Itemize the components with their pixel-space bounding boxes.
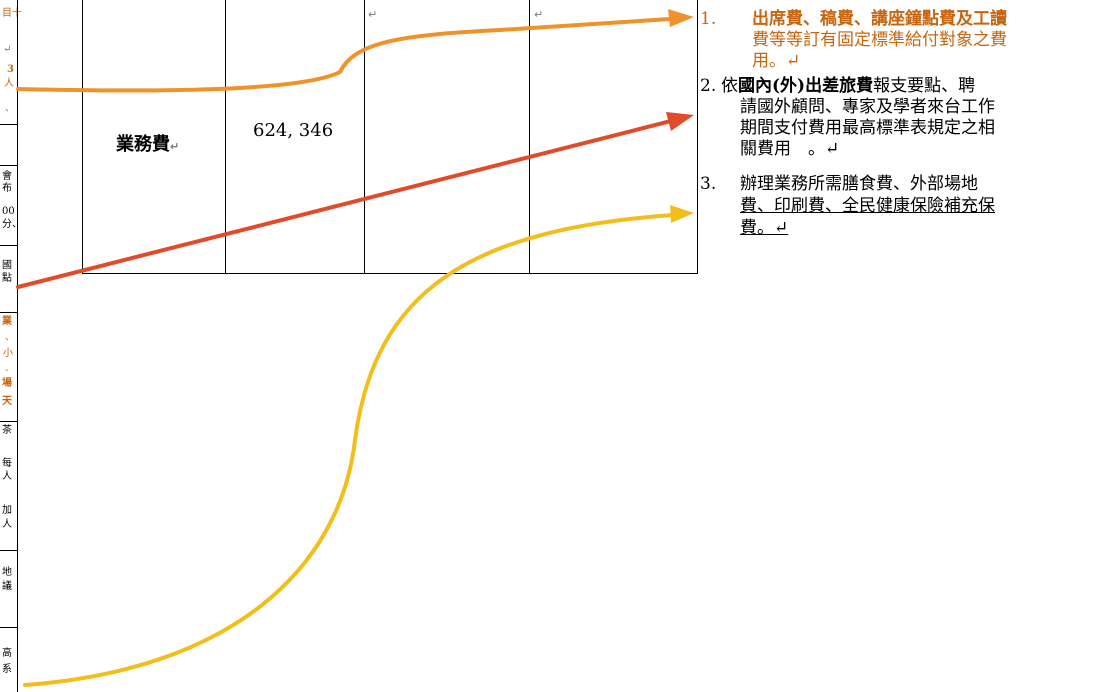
orange-arrow — [16, 9, 694, 93]
edge-text: 議 — [2, 581, 12, 592]
note-number: 3. — [700, 174, 717, 194]
left-row-divider — [0, 245, 18, 246]
edge-text: 人 — [2, 519, 12, 530]
paragraph-mark: ↵ — [170, 140, 180, 153]
note-text: 依 — [721, 76, 738, 96]
edge-text: 業 — [2, 316, 12, 327]
edge-text: 小 — [3, 348, 13, 359]
paragraph-mark: ↵ — [368, 8, 378, 21]
table-col-border — [225, 0, 226, 274]
paragraph-mark: ↵ — [534, 8, 544, 21]
table-col-border — [697, 0, 698, 274]
edge-text: 場 — [2, 378, 12, 389]
table-bottom-border — [82, 273, 698, 274]
note-line: 依國內(外)出差旅費報支要點、聘 — [721, 76, 975, 97]
table-col-border — [82, 0, 83, 274]
edge-text: 、 — [5, 103, 15, 114]
left-row-divider — [0, 550, 18, 551]
edge-text: 國 — [2, 260, 12, 271]
edge-text: 點 — [2, 273, 12, 284]
edge-text: 高 — [2, 648, 12, 659]
yellow-arrow — [23, 205, 694, 687]
note-line: 費。↵ — [740, 218, 789, 238]
left-row-divider — [0, 627, 18, 628]
edge-text: 3 — [7, 64, 14, 75]
edge-text: 分、 — [2, 219, 22, 230]
note-number: 2. — [700, 76, 717, 96]
category-label: 業務費 — [116, 134, 170, 155]
edge-text: 地 — [2, 567, 12, 578]
edge-text: 00 — [2, 206, 15, 217]
left-row-divider — [0, 421, 18, 422]
note-line: 關費用 。↵ — [740, 139, 840, 159]
note-line: 辦理業務所需膳食費、外部場地 — [740, 174, 978, 194]
edge-text: 人 — [2, 471, 12, 482]
edge-text: 天 — [2, 396, 12, 407]
left-table-border — [17, 0, 18, 692]
edge-text: ↵ — [3, 44, 12, 55]
red-arrow — [16, 112, 694, 289]
note-line: 請國外顧問、專家及學者來台工作 — [740, 97, 995, 117]
edge-text: - — [5, 365, 9, 376]
table-col-border — [529, 0, 530, 274]
edge-text: 會 — [2, 171, 12, 182]
table-col-border — [364, 0, 365, 274]
note-line: 出席費、稿費、講座鐘點費及工讀 — [752, 9, 1007, 29]
edge-text: 每 — [2, 458, 12, 469]
edge-text: 系 — [2, 664, 12, 675]
note-line: 費、印刷費、全民健康保險補充保 — [740, 196, 995, 216]
left-row-divider — [0, 165, 18, 166]
left-row-divider — [0, 312, 18, 313]
edge-text: 目十 — [2, 8, 22, 19]
amount-cell: 624, 346 — [253, 120, 334, 141]
edge-text: 加 — [2, 505, 12, 516]
category-cell: 業務費↵ — [116, 130, 179, 156]
note-line: 用。↵ — [752, 51, 801, 71]
edge-text: 布 — [2, 183, 12, 194]
edge-text: 茶 — [2, 425, 12, 436]
note-line: 費等等訂有固定標準給付對象之費 — [752, 30, 1007, 50]
edge-text: 、 — [5, 332, 15, 343]
note-text-bold: 國內(外)出差旅費 — [738, 76, 874, 96]
note-number: 1. — [700, 9, 717, 29]
note-text: 報支要點、聘 — [873, 76, 976, 96]
edge-text: 人 — [4, 78, 14, 89]
note-line: 期間支付費用最高標準表規定之相 — [740, 118, 995, 138]
left-row-divider — [0, 124, 18, 125]
